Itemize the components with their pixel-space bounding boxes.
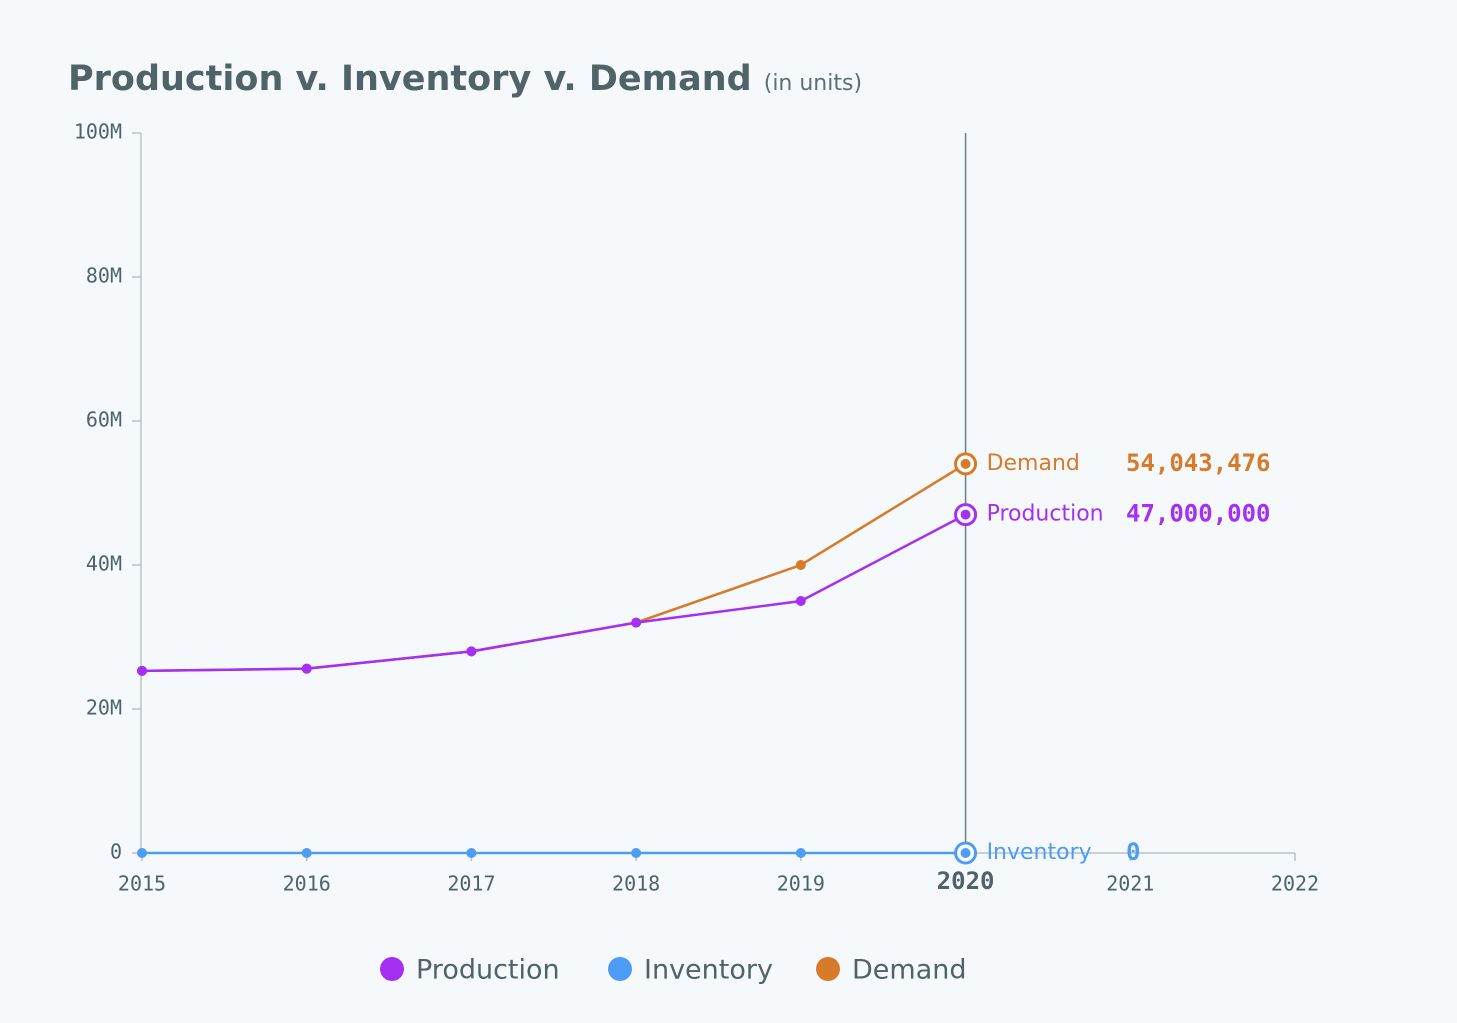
x-tick-label: 2022 (1271, 872, 1319, 896)
x-tick-label: 2016 (283, 872, 331, 896)
legend-label: Production (416, 955, 560, 986)
tooltip-value: 54,043,476 (1126, 449, 1271, 477)
series-line (141, 513, 967, 673)
point (960, 458, 971, 469)
chart-subtitle: (in units) (764, 71, 862, 96)
x-tick-label: 2018 (612, 872, 660, 896)
tooltip-name: Inventory (987, 840, 1092, 865)
tooltip-value: 0 (1126, 838, 1140, 866)
legend-label: Demand (852, 955, 967, 986)
point (795, 596, 806, 606)
legend-swatch (380, 957, 404, 981)
y-tick-label: 20M (86, 696, 122, 720)
x-tick-label: 2020 (937, 867, 995, 895)
point (795, 848, 806, 858)
y-tick-label: 40M (86, 552, 122, 576)
series-line (141, 462, 967, 673)
point (631, 848, 642, 858)
point (960, 509, 971, 520)
point (795, 560, 806, 570)
y-tick-label: 80M (86, 264, 122, 288)
y-tick-label: 100M (74, 120, 122, 144)
x-tick-label: 2021 (1106, 872, 1154, 896)
point (466, 848, 477, 858)
point (301, 663, 312, 674)
tooltip-name: Demand (987, 451, 1080, 476)
chart-title: Production v. Inventory v. Demand (68, 59, 752, 99)
legend-swatch (816, 957, 840, 981)
legend-swatch (608, 957, 632, 981)
legend-label: Inventory (644, 955, 773, 986)
tooltip-value: 47,000,000 (1126, 500, 1271, 528)
point (137, 848, 147, 858)
point (301, 848, 312, 858)
x-tick-label: 2019 (777, 872, 825, 896)
point (631, 617, 642, 628)
point (466, 646, 477, 657)
y-tick-label: 0 (110, 840, 122, 864)
x-tick-label: 2017 (447, 872, 495, 896)
point (960, 848, 971, 858)
point (137, 665, 147, 676)
y-tick-label: 60M (86, 408, 122, 432)
x-tick-label: 2015 (118, 872, 166, 896)
tooltip-name: Production (987, 502, 1104, 527)
